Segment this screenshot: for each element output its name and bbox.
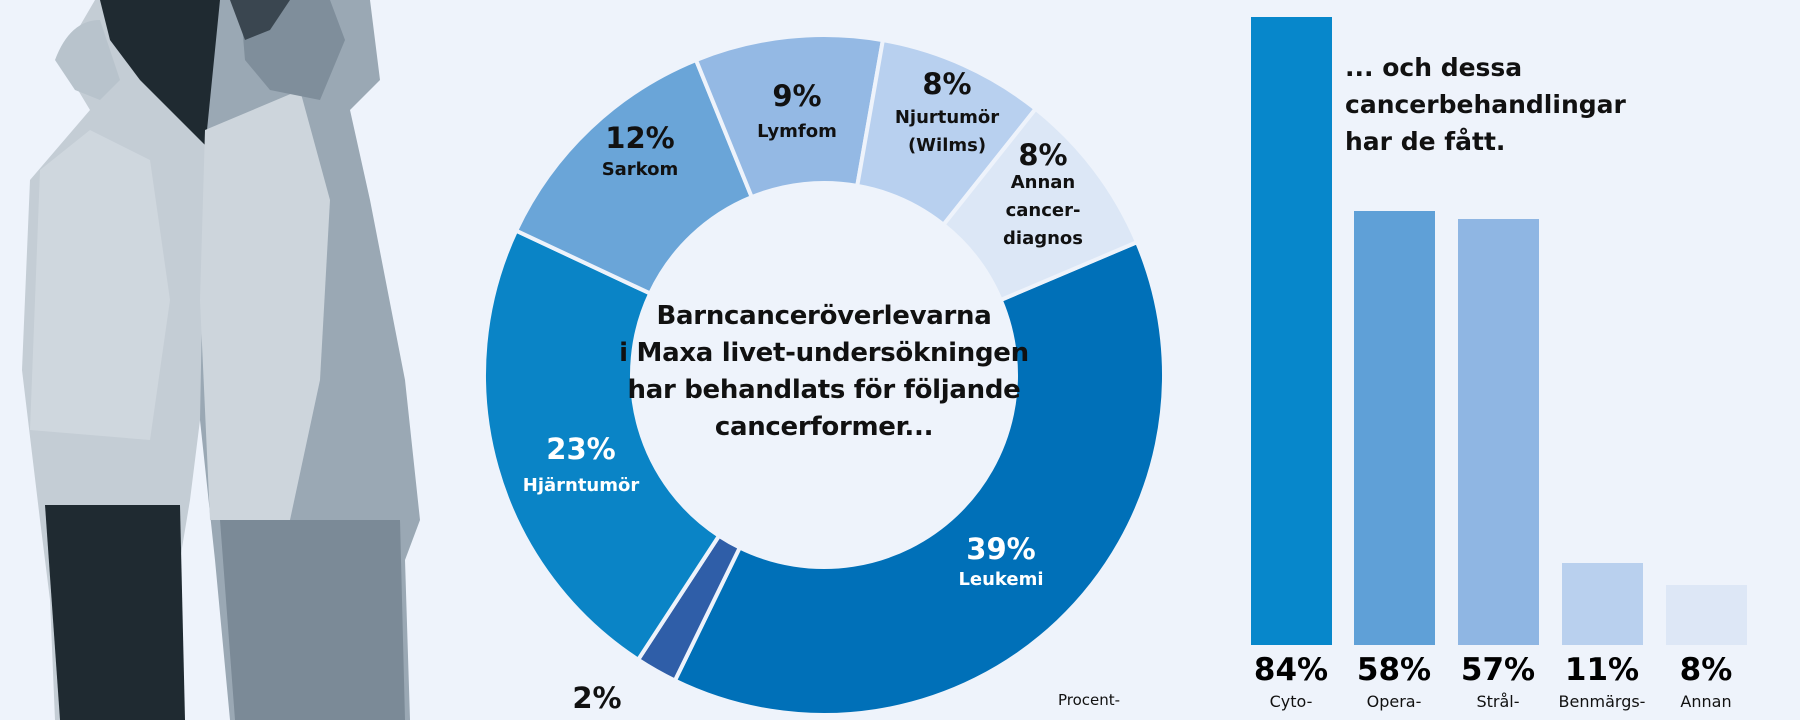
bar-category-label: Benmärgs- — [1558, 692, 1646, 711]
center-text-line: i Maxa livet-undersökningen — [619, 338, 1029, 368]
slice-percent-label: 12% — [605, 121, 675, 155]
slice-name-label: Hjärntumör — [523, 472, 640, 500]
slice-name-label: Leukemi — [958, 566, 1043, 594]
bar-category-label: Cyto- — [1269, 692, 1313, 711]
bar-heading-line: har de fått. — [1345, 127, 1506, 156]
bar — [1251, 17, 1332, 645]
center-text-line: Barncanceröverlevarna — [656, 301, 992, 331]
slice-name-label: Njurtumör (Wilms) — [895, 104, 999, 160]
donut-slice — [940, 106, 1140, 303]
slice-percent-label: 23% — [546, 432, 616, 466]
man-figure — [200, 0, 420, 720]
slice-name-line: Leukemi — [958, 569, 1044, 590]
bar — [1354, 211, 1435, 645]
bar-value-label: 11% — [1564, 652, 1640, 688]
bar-category-label: Annan — [1680, 692, 1732, 711]
bar-heading-line: ... och dessa — [1345, 53, 1523, 82]
slice-name-label: Sarkom — [602, 156, 679, 184]
slice-name-line: (Wilms) — [907, 135, 987, 156]
slice-percent-label: 8% — [1018, 138, 1068, 172]
slice-name-line: cancer- — [1005, 200, 1081, 221]
slice-name-line: Sarkom — [601, 159, 679, 180]
donut-slice — [672, 239, 1166, 717]
bar — [1562, 562, 1643, 645]
slice-percent-label: 2% — [572, 681, 622, 715]
slice-name-line: Hjärntumör — [522, 475, 640, 496]
bar-category-label: Opera- — [1366, 692, 1422, 711]
bar-value-label: 58% — [1356, 652, 1432, 688]
slice-name-label: Annan cancer-diagnos — [1003, 169, 1083, 253]
bar-value-label: 8% — [1679, 652, 1733, 688]
slice-name-line: Njurtumör — [894, 107, 1000, 128]
donut-slice — [482, 228, 722, 663]
center-text-line: cancerformer... — [714, 412, 934, 442]
bar-value-label: 57% — [1460, 652, 1536, 688]
bar-category-label: Strål- — [1476, 692, 1520, 711]
woman-figure — [22, 0, 232, 720]
center-text-line: har behandlats för följande — [627, 375, 1021, 405]
people-illustration — [22, 0, 420, 720]
slice-percent-label: 8% — [922, 67, 972, 101]
bar-heading-line: cancerbehandlingar — [1345, 90, 1626, 119]
footnote: Procent- — [1058, 691, 1121, 709]
bar — [1458, 218, 1539, 645]
slice-percent-label: 9% — [772, 79, 822, 113]
bar — [1666, 585, 1747, 645]
slice-percent-label: 39% — [966, 532, 1036, 566]
slice-name-line: diagnos — [1003, 228, 1083, 249]
slice-name-label: Lymfom — [757, 118, 837, 146]
bar-value-label: 84% — [1253, 652, 1329, 688]
slice-name-line: Annan — [1010, 172, 1076, 193]
slice-name-line: Lymfom — [757, 121, 837, 142]
